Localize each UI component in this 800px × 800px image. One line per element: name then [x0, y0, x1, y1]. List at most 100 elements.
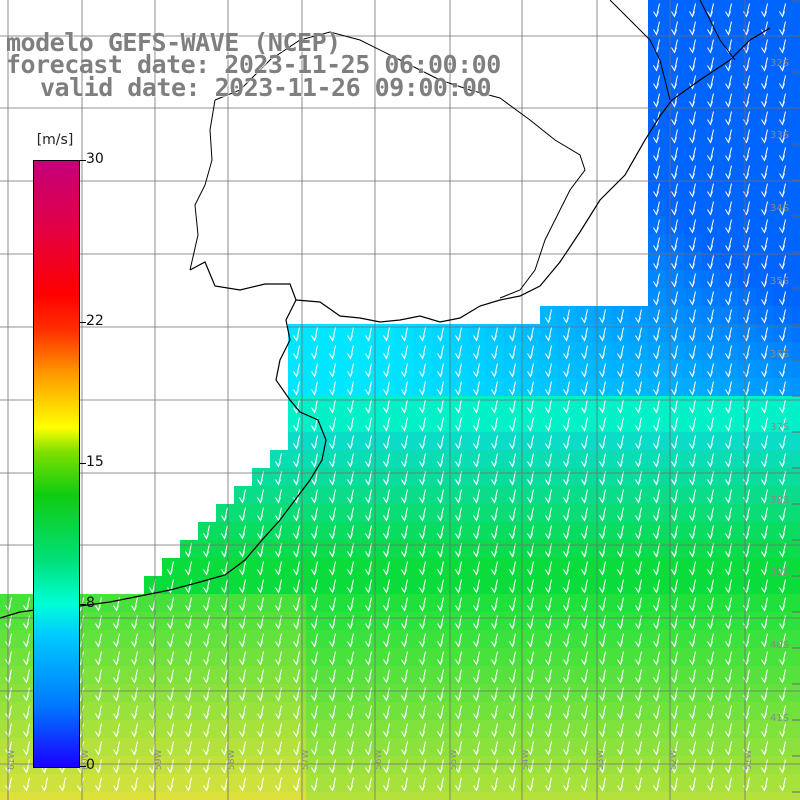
wind-cell: [702, 396, 721, 415]
wind-arrow: [113, 651, 120, 666]
wind-cell: [414, 774, 433, 793]
wind-cell: [450, 504, 469, 523]
wind-cell: [144, 612, 163, 631]
wind-arrow: [437, 705, 444, 720]
wind-cell: [630, 342, 649, 361]
wind-cell: [90, 720, 109, 739]
wind-cell: [468, 486, 487, 505]
wind-cell: [432, 576, 451, 595]
wind-arrow: [185, 543, 192, 558]
wind-cell: [342, 576, 361, 595]
wind-arrow: [131, 669, 138, 684]
wind-arrow: [419, 525, 426, 540]
wind-arrow: [275, 507, 282, 522]
wind-arrow: [293, 525, 300, 540]
wind-arrow: [419, 723, 426, 738]
wind-arrow: [707, 759, 714, 774]
wind-cell: [324, 324, 343, 343]
wind-cell: [684, 378, 703, 397]
wind-cell: [684, 756, 703, 775]
wind-arrow: [113, 759, 120, 774]
wind-cell: [450, 792, 469, 800]
wind-cell: [702, 90, 721, 109]
wind-cell: [666, 414, 685, 433]
wind-cell: [774, 630, 793, 649]
wind-arrow: [671, 255, 678, 270]
wind-arrow: [311, 507, 318, 522]
wind-arrow: [617, 489, 624, 504]
wind-arrow: [383, 543, 390, 558]
wind-cell: [450, 450, 469, 469]
wind-arrow: [437, 741, 444, 756]
wind-arrow: [689, 3, 696, 18]
wind-arrow: [779, 399, 786, 414]
wind-arrow: [617, 381, 624, 396]
wind-cell: [234, 630, 253, 649]
wind-arrow: [437, 309, 444, 324]
wind-arrow: [779, 309, 786, 324]
wind-cell: [702, 414, 721, 433]
wind-arrow: [545, 669, 552, 684]
wind-arrow: [203, 525, 210, 540]
wind-cell: [576, 594, 595, 613]
wind-arrow: [725, 597, 732, 612]
wind-cell: [630, 306, 649, 325]
wind-arrow: [239, 741, 246, 756]
wind-cell: [324, 486, 343, 505]
wind-cell: [468, 792, 487, 800]
wind-arrow: [527, 579, 534, 594]
wind-arrow: [383, 399, 390, 414]
wind-cell: [594, 414, 613, 433]
wind-arrow: [545, 453, 552, 468]
wind-cell: [144, 666, 163, 685]
wind-arrow: [563, 525, 570, 540]
wind-cell: [576, 306, 595, 325]
wind-arrow: [581, 471, 588, 486]
wind-cell: [234, 504, 253, 523]
wind-arrow: [635, 111, 642, 126]
wind-arrow: [185, 561, 192, 576]
wind-arrow: [653, 111, 660, 126]
wind-arrow: [599, 759, 606, 774]
wind-arrow: [743, 471, 750, 486]
wind-cell: [468, 432, 487, 451]
wind-arrow: [509, 507, 516, 522]
wind-arrow: [5, 741, 12, 756]
wind-cell: [684, 504, 703, 523]
wind-cell: [216, 576, 235, 595]
wind-arrow: [689, 453, 696, 468]
wind-cell: [360, 774, 379, 793]
wind-cell: [756, 774, 775, 793]
wind-arrow: [653, 453, 660, 468]
wind-cell: [666, 486, 685, 505]
wind-cell: [702, 252, 721, 271]
wind-cell: [702, 324, 721, 343]
wind-arrow: [707, 327, 714, 342]
wind-cell: [630, 324, 649, 343]
wind-arrow: [527, 777, 534, 792]
wind-cell: [198, 738, 217, 757]
wind-arrow: [689, 651, 696, 666]
wind-arrow: [95, 777, 102, 792]
wind-arrow: [365, 327, 372, 342]
wind-cell: [756, 234, 775, 253]
wind-cell: [360, 558, 379, 577]
wind-arrow: [761, 399, 768, 414]
wind-cell: [702, 36, 721, 55]
wind-arrow: [671, 705, 678, 720]
wind-cell: [612, 342, 631, 361]
north-coast: [609, 0, 736, 101]
wind-cell: [360, 504, 379, 523]
wind-cell: [612, 720, 631, 739]
wind-cell: [504, 684, 523, 703]
wind-cell: [504, 738, 523, 757]
wind-cell: [522, 342, 541, 361]
wind-arrow: [419, 507, 426, 522]
wind-cell: [756, 738, 775, 757]
wind-cell: [396, 504, 415, 523]
wind-cell: [702, 630, 721, 649]
wind-cell: [774, 54, 793, 73]
wind-cell: [648, 324, 667, 343]
wind-cell: [648, 720, 667, 739]
wind-cell: [756, 216, 775, 235]
